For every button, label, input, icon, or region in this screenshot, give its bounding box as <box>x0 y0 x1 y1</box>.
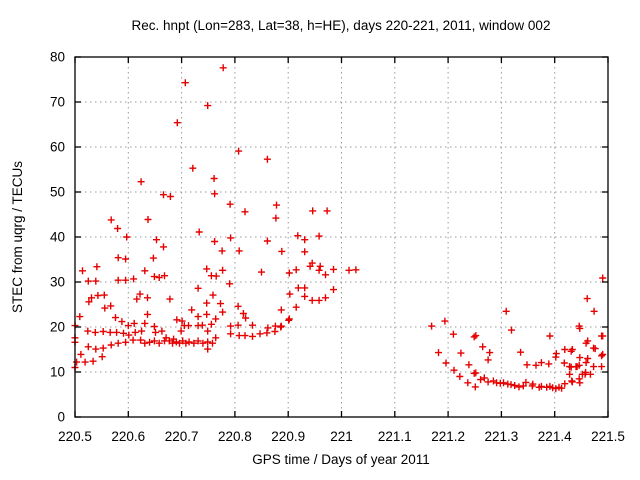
y-tick-label: 30 <box>50 275 65 290</box>
x-tick-label: 220.8 <box>218 429 252 444</box>
y-tick-label: 80 <box>50 50 65 65</box>
x-tick-label: 221.3 <box>485 429 519 444</box>
x-axis-label: GPS time / Days of year 2011 <box>252 452 430 467</box>
x-tick-label: 220.9 <box>271 429 305 444</box>
x-tick-label: 221 <box>330 429 353 444</box>
y-tick-label: 0 <box>57 410 65 425</box>
chart-title: Rec. hnpt (Lon=283, Lat=38, h=HE), days … <box>132 18 551 33</box>
x-tick-label: 221.5 <box>591 429 625 444</box>
axis-tick-labels: 220.5 220.6 220.7 220.8 220.9 221 221.1 221.2 22… <box>50 50 625 445</box>
data-points <box>71 64 607 393</box>
y-axis-label: STEC from uqrg / TECUs <box>10 161 25 313</box>
x-tick-label: 221.2 <box>431 429 465 444</box>
x-tick-label: 220.7 <box>165 429 199 444</box>
y-tick-label: 20 <box>50 320 65 335</box>
x-tick-label: 220.5 <box>58 429 92 444</box>
x-tick-label: 220.6 <box>111 429 145 444</box>
y-tick-label: 70 <box>50 95 65 110</box>
x-tick-label: 221.1 <box>378 429 412 444</box>
x-tick-label: 221.4 <box>538 429 572 444</box>
y-tick-label: 50 <box>50 185 65 200</box>
axes-and-ticks <box>74 56 609 418</box>
y-tick-label: 40 <box>50 230 65 245</box>
y-tick-label: 10 <box>50 365 65 380</box>
y-tick-label: 60 <box>50 140 65 155</box>
grid-lines <box>74 56 609 418</box>
